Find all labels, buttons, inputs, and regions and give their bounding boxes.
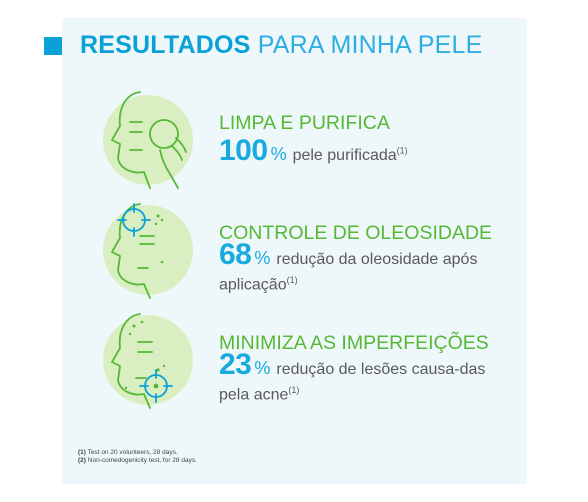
benefit-stat: 23% redução de lesões causa-das pela acne… [219,350,509,405]
benefit-stat: 100% pele purificada(1) [219,134,509,168]
face-blemish-target-icon [100,308,196,418]
benefit-title: LIMPA E PURIFICA [219,112,390,134]
stat-description: redução de lesões causa-das pela acne [219,361,486,404]
stat-reference: (1) [286,275,298,285]
page-title: RESULTADOS PARA MINHA PELE [80,31,483,60]
stat-percent: % [254,358,271,378]
face-oil-control-target-icon [100,198,196,308]
benefit-stat: 68% redução da oleosidade após aplicação(… [219,240,509,295]
footnotes: (1) Test on 20 volunteers, 28 days. (2) … [78,449,197,465]
page-title-bold: RESULTADOS [80,31,251,59]
face-cleansing-pad-icon [100,88,196,198]
page-title-light: PARA MINHA PELE [257,31,483,59]
stat-number: 68 [219,238,252,271]
benefit-cleanses: LIMPA E PURIFICA 100% pele purificada(1) [0,88,588,198]
footnote-text: Non-comedogenicity test, for 28 days. [87,457,197,464]
footnote-marker: (1) [78,449,86,456]
stat-description: redução da oleosidade após aplicação [219,251,478,294]
stat-description: pele purificada [292,147,397,164]
stat-reference: (1) [396,145,408,156]
stat-number: 23 [219,348,252,381]
benefit-title: CONTROLE DE OLEOSIDADE [219,222,493,244]
benefit-oil-control: CONTROLE DE OLEOSIDADE 68% redução da ole… [0,198,588,308]
stat-reference: (1) [288,385,300,395]
footnote-marker: (2) [78,457,86,464]
footnote: (2) Non-comedogenicity test, for 28 days… [78,457,197,465]
benefit-title: MINIMIZA AS IMPERFEIÇÕES [219,332,489,354]
footnote-text: Test on 20 volunteers, 28 days. [87,449,178,456]
stat-percent: % [270,144,287,164]
benefit-blemishes: MINIMIZA AS IMPERFEIÇÕES 23% redução de l… [0,308,588,418]
footnote: (1) Test on 20 volunteers, 28 days. [78,449,197,457]
heading-accent-square [44,37,62,55]
stat-number: 100 [219,134,268,167]
stat-percent: % [254,248,271,268]
